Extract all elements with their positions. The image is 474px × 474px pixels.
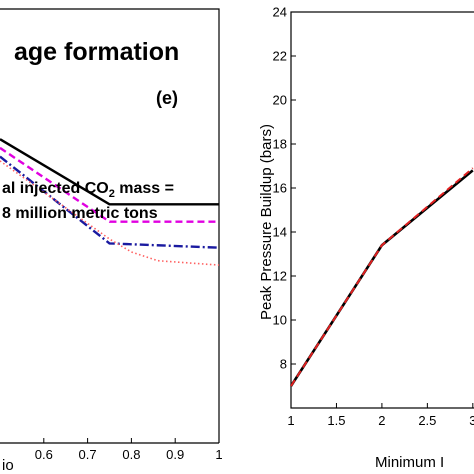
annotation-line-1: al injected CO2 mass = xyxy=(2,180,174,200)
right-series-line-1 xyxy=(289,169,474,387)
right-y-tick-label: 16 xyxy=(273,181,287,196)
right-y-axis-label: Peak Pressure Buildup (bars) xyxy=(258,124,275,320)
right-series-group xyxy=(289,167,474,387)
right-plot-frame xyxy=(290,11,474,409)
right-x-tick-label: 2.5 xyxy=(418,413,436,428)
left-series-line-1 xyxy=(0,138,219,206)
left-x-tick-label: 1 xyxy=(215,447,222,462)
right-y-tick-label: 24 xyxy=(273,5,287,20)
right-y-tick-label: 10 xyxy=(273,313,287,328)
left-chart-title: age formation xyxy=(14,38,179,66)
right-panel: 8 10 12 14 16 18 20 22 24 1 1.5 2 2.5 3 Peak Pressur… xyxy=(258,5,474,471)
right-y-tick-label: 22 xyxy=(273,49,287,64)
right-x-ticks: 1 1.5 2 2.5 3 xyxy=(287,403,474,428)
right-x-tick-label: 2 xyxy=(378,413,385,428)
right-y-tick-label: 12 xyxy=(273,269,287,284)
right-y-tick-label: 18 xyxy=(273,137,287,152)
panel-label-e: (e) xyxy=(156,88,178,108)
right-x-axis-label: Minimum I xyxy=(375,454,444,471)
annotation-line-2: 8 million metric tons xyxy=(2,205,158,222)
left-x-ticks: 0.6 0.7 0.8 0.9 1 xyxy=(35,438,223,462)
right-y-tick-label: 8 xyxy=(280,357,287,372)
right-y-ticks: 8 10 12 14 16 18 20 22 24 xyxy=(273,5,296,372)
left-x-tick-label: 0.6 xyxy=(35,447,53,462)
annotation-line-1-suffix: mass = xyxy=(115,180,174,197)
annotation-line-1-prefix: al injected CO xyxy=(2,180,109,197)
annotation-line-1-subscript: 2 xyxy=(109,188,115,200)
left-series-line-3 xyxy=(0,155,220,249)
left-x-tick-label: 0.8 xyxy=(122,447,140,462)
right-x-tick-label: 1 xyxy=(287,413,294,428)
left-series-line-4 xyxy=(0,160,220,266)
right-y-tick-label: 20 xyxy=(273,93,287,108)
right-y-tick-label: 14 xyxy=(273,225,287,240)
left-series-group xyxy=(0,138,220,266)
right-series-line-2 xyxy=(290,167,474,387)
annotation-line-2-text: 8 million metric tons xyxy=(2,205,158,222)
left-panel: 0.6 0.7 0.8 0.9 1 age formation (e) al injec… xyxy=(0,8,223,474)
left-x-axis-label: io xyxy=(2,457,14,474)
left-series-line-2 xyxy=(0,146,219,223)
right-x-tick-label: 3 xyxy=(469,413,474,428)
left-plot-frame xyxy=(0,8,220,443)
left-x-tick-label: 0.9 xyxy=(166,447,184,462)
left-x-tick-label: 0.7 xyxy=(79,447,97,462)
right-x-tick-label: 1.5 xyxy=(327,413,345,428)
